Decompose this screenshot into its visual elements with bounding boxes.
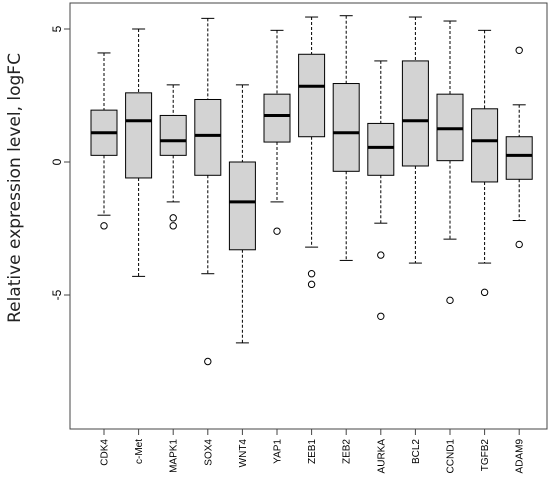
x-tick-label: ZEB2 — [342, 439, 353, 464]
y-tick-label: 5 — [50, 25, 64, 32]
x-tick-label: AURKA — [376, 439, 387, 474]
iqr-box — [471, 108, 499, 183]
box-bcl2 — [401, 16, 429, 264]
plot-frame — [69, 2, 548, 430]
x-tick-label: CDK4 — [100, 439, 111, 466]
box-ccnd1 — [436, 20, 464, 305]
outlier-point — [307, 270, 316, 278]
outlier-point — [377, 312, 385, 320]
iqr-box — [505, 136, 533, 180]
box-zeb2 — [332, 15, 360, 261]
iqr-box — [298, 53, 326, 138]
box-adam9 — [505, 46, 533, 249]
box-aurka — [367, 60, 395, 320]
box-c-met — [125, 28, 153, 277]
outlier-point — [446, 296, 454, 305]
x-tick-label: CCND1 — [446, 439, 457, 474]
x-tick-label: YAP1 — [273, 439, 284, 464]
outlier-point — [273, 227, 281, 235]
x-tick-label: TGFB2 — [480, 439, 491, 472]
box-wnt4 — [228, 84, 256, 344]
box-sox4 — [194, 17, 222, 366]
x-tick-label: ADAM9 — [515, 439, 526, 474]
x-tick-label: ZEB1 — [307, 439, 318, 464]
y-axis-label: Relative expression level, logFC — [5, 53, 25, 323]
x-tick-label: c-Met — [134, 439, 145, 464]
x-tick-label: BCL2 — [411, 439, 422, 464]
x-tick-label: SOX4 — [203, 439, 214, 466]
iqr-box — [228, 161, 256, 251]
box-yap1 — [263, 29, 291, 235]
iqr-box — [401, 60, 429, 167]
outlier-point — [169, 214, 177, 222]
box-mapk1 — [159, 84, 187, 230]
box-tgfb2 — [471, 29, 499, 297]
outlier-point — [515, 46, 523, 54]
x-tick-label: MAPK1 — [169, 439, 180, 473]
outlier-point — [515, 240, 523, 249]
iqr-box — [332, 83, 360, 172]
iqr-box — [159, 114, 187, 156]
y-tick-label: 0 — [50, 158, 64, 165]
x-tick-label: WNT4 — [238, 439, 249, 468]
box-cdk4 — [90, 52, 118, 230]
outlier-point — [377, 251, 385, 259]
iqr-box — [125, 92, 153, 179]
outlier-point — [480, 288, 489, 297]
box-zeb1 — [298, 16, 326, 289]
iqr-box — [263, 93, 291, 143]
outlier-point — [169, 222, 177, 230]
iqr-box — [367, 122, 395, 176]
outlier-point — [204, 357, 212, 366]
outlier-point — [307, 280, 316, 289]
outlier-point — [100, 222, 108, 230]
iqr-box — [194, 98, 222, 176]
y-tick-label: -5 — [50, 289, 64, 300]
